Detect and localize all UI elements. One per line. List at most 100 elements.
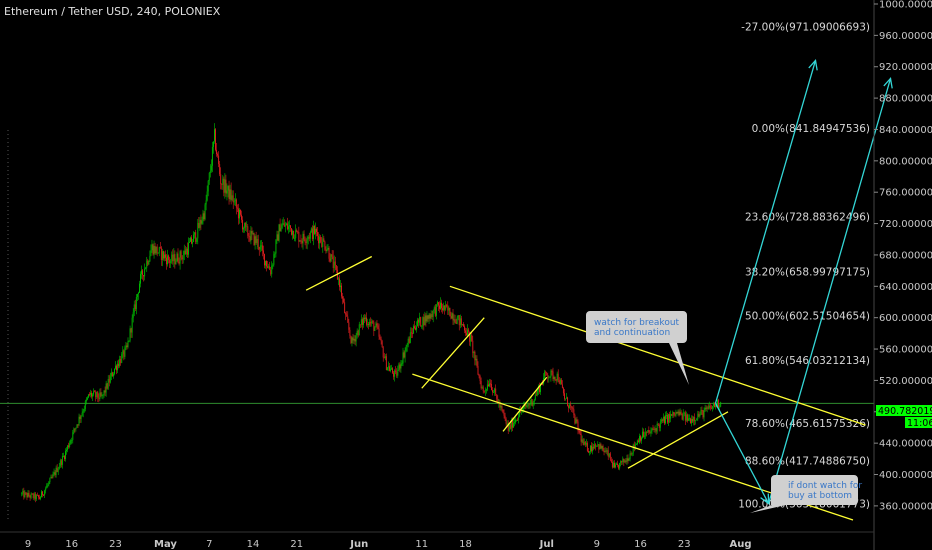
candle <box>515 416 516 425</box>
candle <box>360 314 362 328</box>
candle <box>139 280 140 294</box>
candle <box>606 448 608 456</box>
y-axis[interactable]: 360.00000000400.00000000440.00000000480.… <box>873 0 932 550</box>
candle <box>64 455 65 462</box>
candle <box>258 246 260 256</box>
candle <box>252 230 254 236</box>
candle <box>376 319 378 331</box>
candle <box>192 238 194 248</box>
candle <box>502 409 504 414</box>
candle <box>132 308 134 323</box>
candle <box>501 404 503 412</box>
candle <box>590 445 591 455</box>
note-breakout-line-1: watch for breakout <box>594 318 680 328</box>
candle <box>176 251 178 262</box>
candle <box>137 291 139 300</box>
candle <box>39 494 40 500</box>
candle <box>587 447 589 454</box>
candle <box>354 335 356 346</box>
candle <box>301 238 303 248</box>
candle <box>420 316 422 327</box>
candle <box>150 244 152 257</box>
x-axis[interactable]: 9 16 23 May 7 14 21 Jun 11 18 Jul 9 16 23 Aug <box>0 531 874 550</box>
candle <box>23 487 25 500</box>
candle <box>616 462 617 465</box>
candle <box>673 411 675 418</box>
candle <box>691 415 692 427</box>
candle <box>391 364 392 370</box>
candle <box>442 303 444 314</box>
candle <box>345 311 347 321</box>
candle <box>422 316 424 330</box>
candle <box>626 454 628 466</box>
candle <box>30 492 32 500</box>
candle <box>516 419 517 422</box>
candle <box>459 314 461 329</box>
candle <box>555 378 557 385</box>
rising-leg-2 <box>502 376 548 432</box>
candle <box>166 254 167 270</box>
x-tick-label: 23 <box>678 539 691 550</box>
candle <box>384 353 386 361</box>
candle <box>712 401 714 410</box>
candle <box>90 389 91 398</box>
candle <box>462 322 464 328</box>
candle <box>28 490 30 498</box>
candle <box>147 258 149 267</box>
candle <box>128 340 130 343</box>
candle <box>683 411 685 417</box>
candle <box>447 301 449 315</box>
candle <box>45 486 47 494</box>
candle <box>333 255 335 272</box>
candle <box>97 390 99 403</box>
candle <box>245 222 247 231</box>
current-price-tag: 490.78201994 11:06 <box>876 405 932 429</box>
candle <box>435 304 437 320</box>
candle <box>317 227 319 241</box>
candle <box>646 431 648 437</box>
candle <box>589 451 590 456</box>
candle <box>103 390 105 398</box>
note-bottom-callout[interactable]: if dont watch for buy at bottom <box>750 475 862 513</box>
candle <box>553 375 555 383</box>
candle <box>199 216 201 231</box>
fib-level-label: 50.00%(602.51504654) <box>745 311 870 323</box>
y-tick-label: 440.00000000 <box>879 439 932 450</box>
candle <box>174 250 176 269</box>
candle <box>40 495 41 501</box>
candle <box>200 214 202 230</box>
candle <box>407 336 409 348</box>
candle <box>705 405 707 412</box>
candle <box>460 315 462 328</box>
candle <box>559 378 561 385</box>
x-tick-label: 16 <box>634 539 647 550</box>
candle <box>409 327 411 344</box>
candle <box>267 261 269 269</box>
candle <box>282 217 284 226</box>
candle <box>350 335 352 345</box>
candle <box>284 221 286 233</box>
note-bottom-bubble <box>750 475 858 513</box>
candle <box>434 304 436 318</box>
candle <box>273 251 275 267</box>
candle <box>311 225 313 242</box>
candle <box>565 398 566 401</box>
candle <box>271 261 273 278</box>
candle <box>533 398 535 406</box>
candle <box>292 229 294 240</box>
candle <box>309 230 311 244</box>
candle <box>375 321 377 328</box>
candle <box>329 253 331 264</box>
note-breakout-callout[interactable]: watch for breakout and continuation <box>586 311 689 385</box>
candle <box>628 457 630 461</box>
candle <box>377 323 379 330</box>
candle <box>450 311 452 320</box>
candle <box>414 320 415 330</box>
candle <box>164 251 165 262</box>
candle <box>410 327 412 339</box>
candle <box>55 465 57 478</box>
candle <box>572 406 574 413</box>
candle <box>148 260 150 266</box>
y-tick-label: 840.00000000 <box>879 125 932 136</box>
